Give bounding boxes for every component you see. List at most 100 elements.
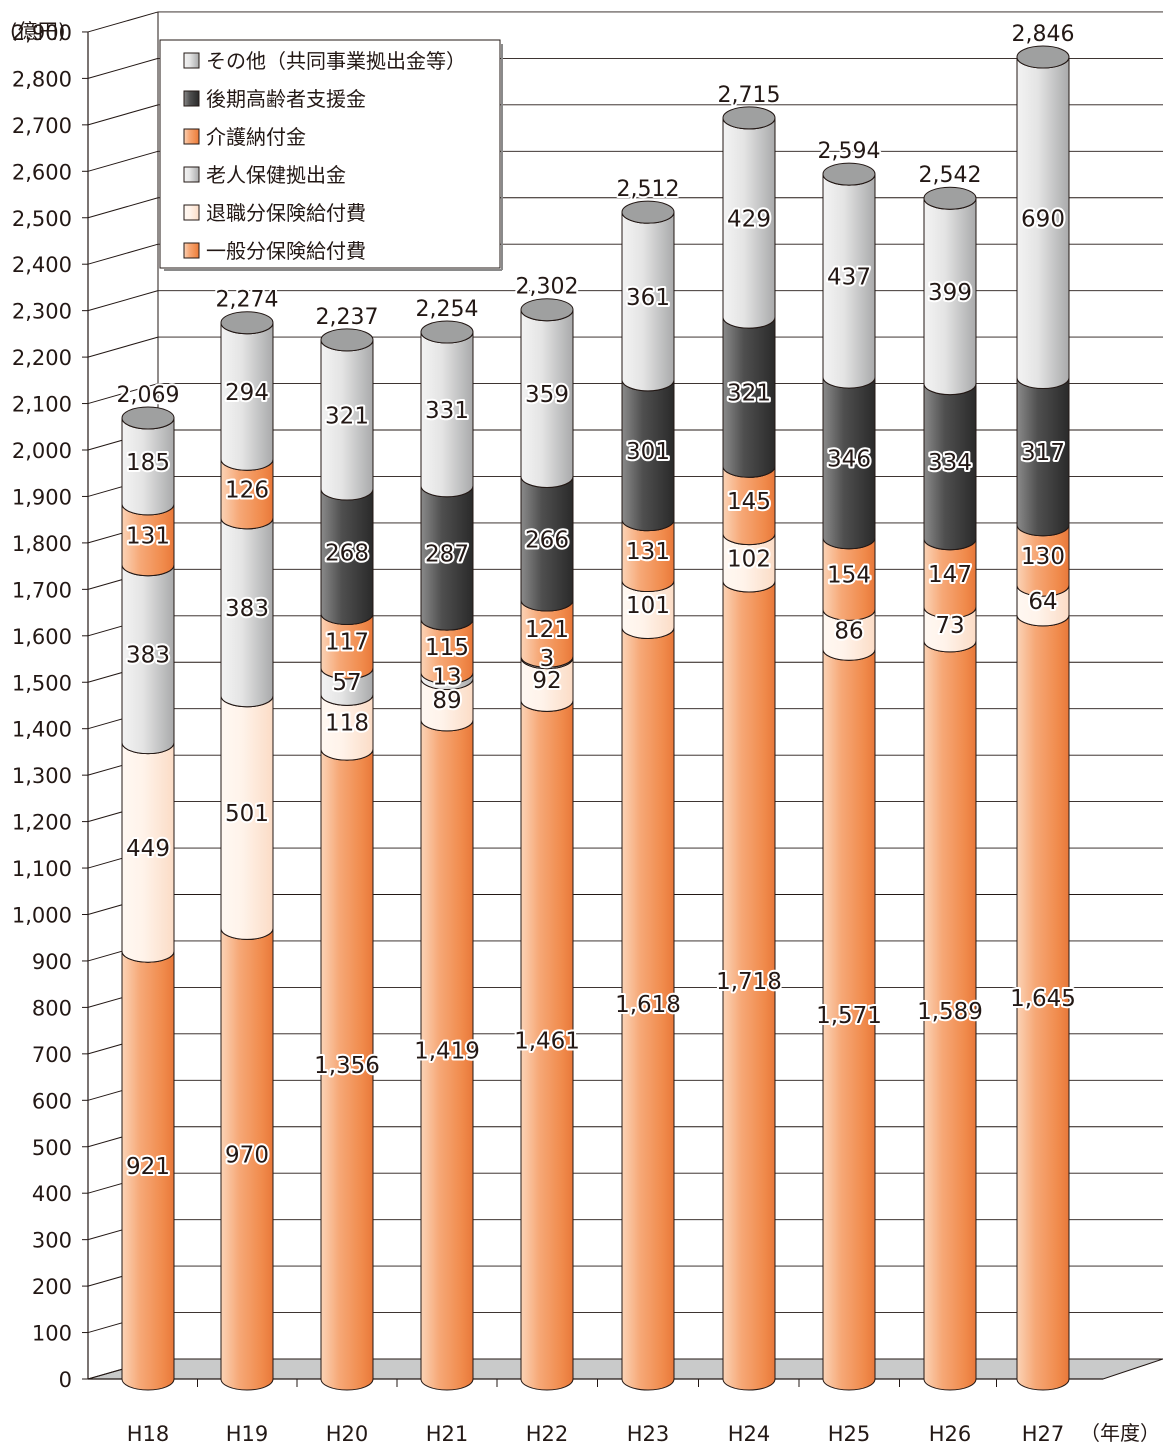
bar-H24 bbox=[722, 106, 776, 1391]
x-tick-label: H19 bbox=[226, 1422, 269, 1446]
data-label: 690 bbox=[1021, 206, 1065, 232]
y-tick-label: 0 bbox=[59, 1368, 72, 1392]
y-tick-label: 2,200 bbox=[12, 346, 72, 370]
y-tick-label: 2,400 bbox=[12, 253, 72, 277]
chart-labels: 921 449 383 131 185 2,069 970 501 383 126 294 2,274… bbox=[115, 20, 1078, 1182]
bar-cap bbox=[420, 320, 474, 344]
data-label: 1,419 bbox=[414, 1038, 480, 1064]
data-label: 321 bbox=[325, 403, 369, 429]
y-tick-label: 1,800 bbox=[12, 532, 72, 556]
data-label: 331 bbox=[425, 398, 469, 424]
data-label: 1,718 bbox=[716, 969, 782, 995]
total-label: 2,715 bbox=[718, 83, 781, 108]
legend-item-label: 介護納付金 bbox=[206, 125, 306, 149]
y-tick-label: 600 bbox=[32, 1089, 72, 1113]
data-label: 429 bbox=[727, 207, 771, 233]
data-label: 154 bbox=[827, 563, 871, 589]
total-label: 2,512 bbox=[617, 177, 680, 202]
y-tick-label: 1,300 bbox=[12, 764, 72, 788]
data-label: 147 bbox=[928, 562, 972, 588]
x-tick-label: H20 bbox=[326, 1422, 369, 1446]
total-label: 2,846 bbox=[1012, 22, 1075, 47]
grid-diagonal bbox=[87, 150, 159, 172]
grid-diagonal bbox=[87, 57, 159, 79]
x-tick-label: H24 bbox=[728, 1422, 771, 1446]
bar-H20 bbox=[320, 328, 374, 1391]
y-tick-label: 1,900 bbox=[12, 485, 72, 509]
total-label: 2,254 bbox=[416, 297, 479, 322]
y-tick-label: 1,000 bbox=[12, 904, 72, 928]
grid-diagonal bbox=[87, 104, 159, 126]
legend-item-label: 一般分保険給付費 bbox=[206, 239, 366, 263]
legend: その他（共同事業拠出金等） 後期高齢者支援金介護納付金老人保健拠出金退職分保険給付… bbox=[159, 39, 503, 271]
data-label: 334 bbox=[928, 450, 972, 476]
bar-H22 bbox=[520, 298, 574, 1391]
y-tick-label: 500 bbox=[32, 1136, 72, 1160]
grid-diagonal bbox=[87, 197, 159, 219]
bar-cap bbox=[822, 162, 876, 186]
bar-cap bbox=[220, 311, 274, 335]
x-tick-label: H18 bbox=[127, 1422, 170, 1446]
data-label: 92 bbox=[532, 668, 561, 694]
data-label: 117 bbox=[325, 630, 369, 656]
legend-item-label: その他（共同事業拠出金等） bbox=[206, 49, 466, 73]
y-tick-label: 800 bbox=[32, 996, 72, 1020]
legend-swatch bbox=[183, 242, 200, 259]
data-label: 294 bbox=[225, 380, 269, 406]
y-tick-label: 400 bbox=[32, 1182, 72, 1206]
bar-H25 bbox=[822, 162, 876, 1391]
grid-diagonal bbox=[87, 243, 159, 265]
data-label: 383 bbox=[126, 643, 170, 669]
data-label: 361 bbox=[626, 285, 670, 311]
y-tick-label: 2,700 bbox=[12, 114, 72, 138]
x-tick-label: H26 bbox=[929, 1422, 972, 1446]
data-label: 501 bbox=[225, 801, 269, 827]
grid-diagonal bbox=[87, 383, 159, 405]
grid-diagonal bbox=[87, 290, 159, 312]
data-label: 1,571 bbox=[816, 1003, 882, 1029]
data-label: 13 bbox=[432, 665, 461, 691]
data-label: 115 bbox=[425, 635, 469, 661]
y-tick-label: 2,800 bbox=[12, 67, 72, 91]
y-tick-label: 700 bbox=[32, 1043, 72, 1067]
data-label: 102 bbox=[727, 546, 771, 572]
data-label: 118 bbox=[325, 711, 369, 737]
bar-H18 bbox=[121, 406, 175, 1391]
data-label: 268 bbox=[325, 540, 369, 566]
y-tick-label: 2,300 bbox=[12, 300, 72, 324]
y-tick-label: 2,000 bbox=[12, 439, 72, 463]
data-label: 131 bbox=[626, 539, 670, 565]
x-axis-unit: （年度） bbox=[1080, 1421, 1160, 1445]
bar-cap bbox=[1016, 45, 1070, 69]
data-label: 287 bbox=[425, 541, 469, 567]
data-label: 86 bbox=[834, 618, 863, 644]
y-tick-label: 1,400 bbox=[12, 718, 72, 742]
bar-cap bbox=[923, 186, 977, 210]
x-tick-label: H22 bbox=[526, 1422, 569, 1446]
y-tick-label: 1,500 bbox=[12, 671, 72, 695]
y-tick-label: 2,100 bbox=[12, 393, 72, 417]
bar-H26 bbox=[923, 186, 977, 1391]
legend-item-label: 退職分保険給付費 bbox=[206, 201, 366, 225]
y-tick-label: 1,100 bbox=[12, 857, 72, 881]
legend-item-label: 老人保健拠出金 bbox=[206, 163, 346, 187]
y-tick-label: 900 bbox=[32, 950, 72, 974]
data-label: 346 bbox=[827, 446, 871, 472]
bar-cap bbox=[621, 200, 675, 224]
x-tick-label: H27 bbox=[1022, 1422, 1065, 1446]
bar-H19 bbox=[220, 311, 274, 1391]
data-label: 383 bbox=[225, 596, 269, 622]
data-label: 145 bbox=[727, 489, 771, 515]
data-label: 131 bbox=[126, 523, 170, 549]
data-label: 1,589 bbox=[917, 999, 983, 1025]
chart-bars bbox=[121, 45, 1070, 1391]
total-label: 2,069 bbox=[117, 383, 180, 408]
data-label: 185 bbox=[126, 450, 170, 476]
data-label: 1,618 bbox=[615, 992, 681, 1018]
data-label: 57 bbox=[332, 670, 361, 696]
total-label: 2,594 bbox=[818, 139, 881, 164]
x-tick-label: H23 bbox=[627, 1422, 670, 1446]
legend-swatch bbox=[183, 166, 200, 183]
data-label: 3 bbox=[540, 646, 555, 672]
